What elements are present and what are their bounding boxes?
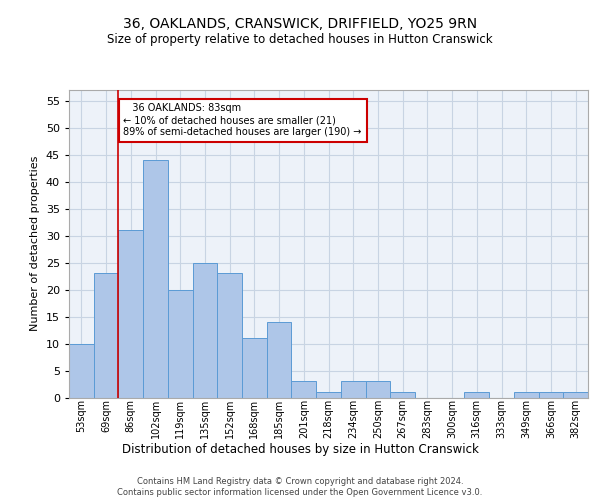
Bar: [118, 230, 143, 398]
Bar: [168, 290, 193, 398]
Bar: [242, 338, 267, 398]
Bar: [316, 392, 341, 398]
Bar: [69, 344, 94, 398]
Y-axis label: Number of detached properties: Number of detached properties: [30, 156, 40, 332]
Bar: [143, 160, 168, 398]
Text: 36, OAKLANDS, CRANSWICK, DRIFFIELD, YO25 9RN: 36, OAKLANDS, CRANSWICK, DRIFFIELD, YO25…: [123, 18, 477, 32]
Bar: [514, 392, 539, 398]
Text: Contains HM Land Registry data © Crown copyright and database right 2024.
Contai: Contains HM Land Registry data © Crown c…: [118, 478, 482, 497]
Bar: [193, 262, 217, 398]
Text: Distribution of detached houses by size in Hutton Cranswick: Distribution of detached houses by size …: [122, 442, 478, 456]
Text: 36 OAKLANDS: 83sqm
← 10% of detached houses are smaller (21)
89% of semi-detache: 36 OAKLANDS: 83sqm ← 10% of detached hou…: [124, 104, 362, 136]
Bar: [217, 274, 242, 398]
Bar: [365, 382, 390, 398]
Bar: [267, 322, 292, 398]
Bar: [94, 274, 118, 398]
Bar: [563, 392, 588, 398]
Bar: [341, 382, 365, 398]
Bar: [292, 382, 316, 398]
Text: Size of property relative to detached houses in Hutton Cranswick: Size of property relative to detached ho…: [107, 32, 493, 46]
Bar: [464, 392, 489, 398]
Bar: [539, 392, 563, 398]
Bar: [390, 392, 415, 398]
